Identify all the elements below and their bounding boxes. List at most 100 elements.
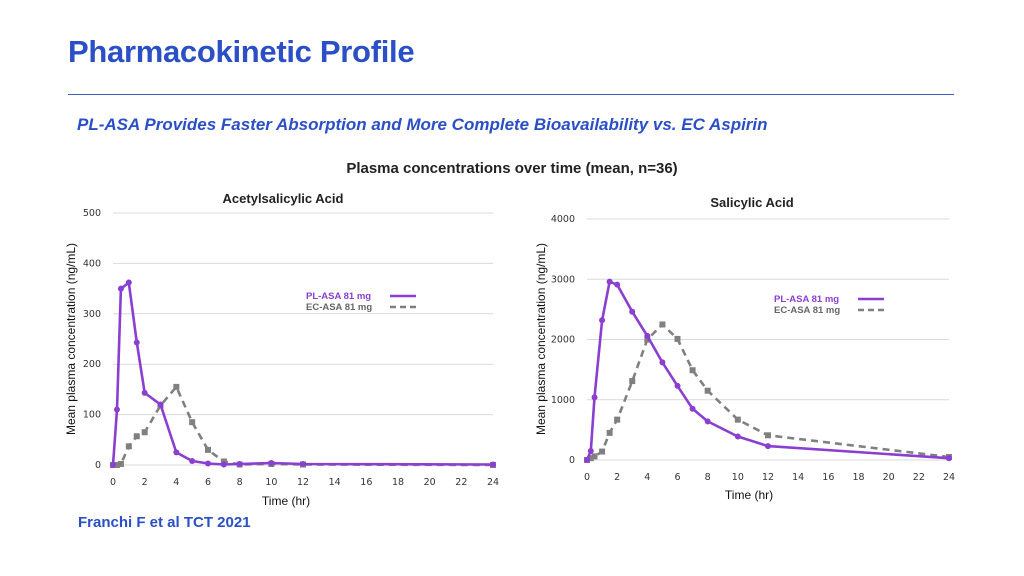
x-tick-label: 18 <box>852 472 864 483</box>
data-point-pl-asa <box>125 279 132 286</box>
x-tick-label: 2 <box>142 477 148 488</box>
data-point-pl-asa <box>946 455 952 462</box>
data-point-ec-asa <box>587 455 594 462</box>
x-tick-label: 8 <box>237 477 243 488</box>
legend-label: PL-ASA 81 mg <box>774 294 839 305</box>
data-point-pl-asa <box>205 460 211 467</box>
chart-title: Salicylic Acid <box>710 195 793 210</box>
x-tick-label: 14 <box>792 472 804 483</box>
x-tick-label: 12 <box>762 472 774 483</box>
data-point-ec-asa <box>704 387 711 394</box>
data-point-ec-asa <box>606 429 613 436</box>
data-point-ec-asa <box>205 446 211 453</box>
x-tick-label: 12 <box>297 477 309 488</box>
y-tick-label: 0 <box>95 460 101 471</box>
data-point-pl-asa <box>704 418 711 425</box>
data-point-ec-asa <box>117 460 124 467</box>
data-point-ec-asa <box>765 432 771 439</box>
data-point-pl-asa <box>584 457 590 463</box>
y-axis-label: Mean plasma concentration (ng/mL) <box>534 243 548 435</box>
x-tick-label: 16 <box>360 477 372 488</box>
x-tick-label: 2 <box>614 472 620 483</box>
y-tick-label: 0 <box>569 455 575 466</box>
data-point-pl-asa <box>110 462 116 468</box>
y-tick-label: 100 <box>83 410 101 421</box>
series-line-ec-asa <box>586 323 950 462</box>
data-point-pl-asa <box>236 460 243 467</box>
x-tick-label: 22 <box>913 472 925 483</box>
data-point-ec-asa <box>599 448 606 455</box>
data-point-pl-asa <box>765 443 771 450</box>
legend-label: EC-ASA 81 mg <box>306 302 372 313</box>
data-point-pl-asa <box>659 359 666 366</box>
data-point-pl-asa <box>674 382 681 389</box>
data-point-ec-asa <box>644 336 651 343</box>
data-point-ec-asa <box>629 378 636 385</box>
chart-title: Acetylsalicylic Acid <box>223 191 344 206</box>
data-point-pl-asa <box>113 406 120 413</box>
data-point-ec-asa <box>659 321 666 328</box>
data-point-ec-asa <box>734 416 741 423</box>
x-tick-label: 20 <box>424 477 436 488</box>
x-tick-label: 18 <box>392 477 404 488</box>
x-tick-label: 0 <box>110 477 116 488</box>
data-point-pl-asa <box>614 281 621 288</box>
data-point-ec-asa <box>591 453 598 460</box>
data-point-pl-asa <box>490 461 496 468</box>
data-point-ec-asa <box>125 443 132 450</box>
y-tick-label: 2000 <box>551 335 575 346</box>
data-point-pl-asa <box>157 401 164 408</box>
data-point-pl-asa <box>133 339 140 346</box>
x-tick-label: 24 <box>487 477 499 488</box>
data-point-pl-asa <box>117 285 124 292</box>
x-axis-label: Time (hr) <box>262 494 310 508</box>
data-point-ec-asa <box>141 429 148 436</box>
y-axis-label: Mean plasma concentration (ng/mL) <box>64 243 78 435</box>
data-point-pl-asa <box>629 308 636 315</box>
figure-caption: Plasma concentrations over time (mean, n… <box>346 160 678 177</box>
x-tick-label: 0 <box>584 472 590 483</box>
citation: Franchi F et al TCT 2021 <box>78 514 251 531</box>
y-tick-label: 1000 <box>551 395 575 406</box>
x-tick-label: 4 <box>173 477 179 488</box>
data-point-ec-asa <box>113 462 120 468</box>
data-point-pl-asa <box>268 459 275 466</box>
data-point-ec-asa <box>133 433 140 440</box>
data-point-pl-asa <box>189 457 196 464</box>
x-tick-label: 20 <box>883 472 895 483</box>
x-axis-label: Time (hr) <box>725 488 773 502</box>
data-point-ec-asa <box>689 367 696 374</box>
x-tick-label: 4 <box>644 472 650 483</box>
x-tick-label: 6 <box>205 477 211 488</box>
y-tick-label: 4000 <box>551 214 575 225</box>
data-point-pl-asa <box>599 317 606 324</box>
y-tick-label: 200 <box>83 359 101 370</box>
data-point-pl-asa <box>300 460 306 467</box>
data-point-ec-asa <box>173 383 180 390</box>
x-tick-label: 10 <box>265 477 277 488</box>
data-point-pl-asa <box>587 447 594 454</box>
data-point-pl-asa <box>173 449 180 456</box>
data-point-ec-asa <box>220 458 227 465</box>
data-point-pl-asa <box>220 461 227 468</box>
data-point-ec-asa <box>189 419 196 426</box>
y-tick-label: 3000 <box>551 274 575 285</box>
x-tick-label: 22 <box>455 477 467 488</box>
legend-label: PL-ASA 81 mg <box>306 291 371 302</box>
x-tick-label: 24 <box>943 472 955 483</box>
y-tick-label: 500 <box>83 208 101 219</box>
data-point-pl-asa <box>734 433 741 440</box>
data-point-pl-asa <box>141 389 148 396</box>
title-divider <box>68 94 954 95</box>
y-tick-label: 400 <box>83 258 101 269</box>
data-point-ec-asa <box>674 335 681 342</box>
legend-label: EC-ASA 81 mg <box>774 305 840 316</box>
x-tick-label: 14 <box>329 477 341 488</box>
x-tick-label: 10 <box>732 472 744 483</box>
x-tick-label: 8 <box>705 472 711 483</box>
data-point-pl-asa <box>591 394 598 401</box>
data-point-ec-asa <box>614 416 621 423</box>
y-tick-label: 300 <box>83 309 101 320</box>
data-point-pl-asa <box>644 332 651 339</box>
